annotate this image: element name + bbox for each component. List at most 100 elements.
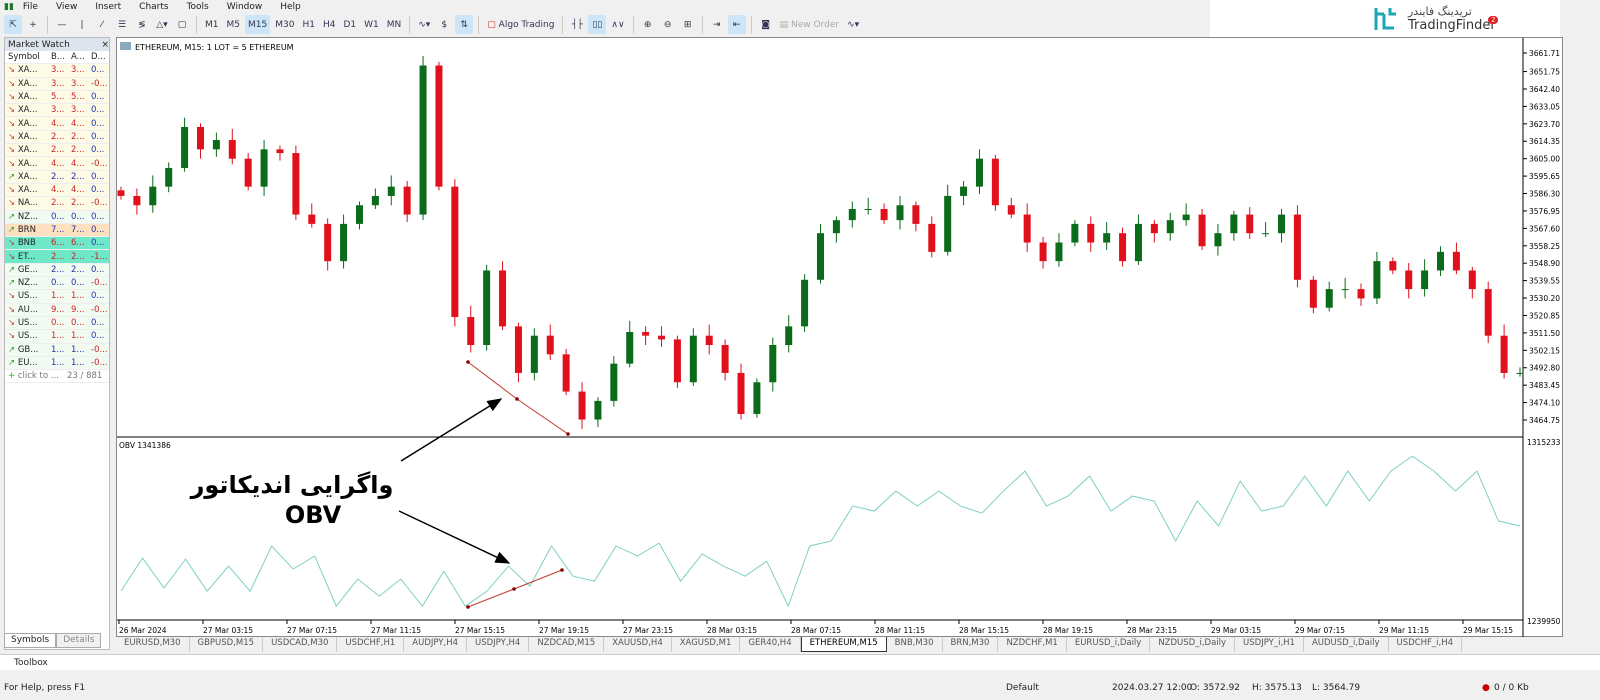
chart-tab[interactable]: AUDUSD_i,Daily — [1304, 637, 1389, 652]
separator — [409, 15, 411, 34]
market-watch-row[interactable]: ↘ US... 1... 1... 0... — [5, 330, 109, 344]
add-symbol-row[interactable]: + click to ... 23 / 881 — [5, 370, 109, 384]
menu-help[interactable]: Help — [280, 1, 301, 12]
crosshair-icon[interactable]: + — [29, 19, 37, 30]
timeframe-m5[interactable]: M5 — [226, 19, 241, 30]
col-symbol[interactable]: Symbol — [8, 52, 40, 63]
market-watch-row[interactable]: ↗ GE... 2... 2... 0... — [5, 263, 109, 278]
timeframe-m30[interactable]: M30 — [275, 19, 295, 30]
zoom-in-icon[interactable]: ⊕ — [643, 19, 652, 30]
market-watch-row[interactable]: ↗ EU... 1... 1... -0... — [5, 356, 109, 371]
close-icon[interactable]: × — [101, 39, 109, 50]
candle-body — [1198, 214, 1206, 247]
market-watch-row[interactable]: ↘ XA... 3... 3... -0... — [5, 77, 109, 91]
menu-charts[interactable]: Charts — [139, 1, 169, 12]
indicators-icon[interactable]: ∿▾ — [418, 19, 431, 30]
chart-tab[interactable]: EURUSD_i,Daily — [1067, 637, 1151, 652]
rectangle-icon[interactable]: ▢ — [177, 19, 187, 30]
autoscroll-icon[interactable]: ⇥ — [712, 19, 721, 30]
signals-icon[interactable]: ⇅ — [455, 15, 474, 34]
algo-trading-button[interactable]: ▢ Algo Trading — [484, 15, 557, 34]
chart-tab[interactable]: ETHEREUM,M15 — [800, 637, 887, 652]
market-watch-row[interactable]: ↘ XA... 2... 2... 0... — [5, 144, 109, 158]
timeframe-h1[interactable]: H1 — [302, 19, 315, 30]
new-order-button[interactable]: ▤ New Order — [777, 15, 842, 34]
daily-change: 0... — [91, 131, 105, 142]
hline-icon[interactable]: — — [57, 19, 67, 30]
timeframe-mn[interactable]: MN — [386, 19, 402, 30]
chart-tab[interactable]: USDJPY,H4 — [467, 637, 530, 652]
vline-icon[interactable]: | — [80, 19, 84, 30]
menu-tools[interactable]: Tools — [186, 1, 209, 12]
cursor-icon[interactable]: ⇱ — [4, 15, 22, 34]
candle-chart-icon[interactable]: ▯▯ — [588, 15, 607, 34]
menu-window[interactable]: Window — [226, 1, 263, 12]
tab-details[interactable]: Details — [56, 633, 102, 648]
chart-tab[interactable]: NZDCHF,M1 — [998, 637, 1067, 652]
chart-tab[interactable]: NZDUSD_i,Daily — [1150, 637, 1236, 652]
market-watch-row[interactable]: ↘ XA... 2... 2... 0... — [5, 130, 109, 145]
screenshot-icon[interactable]: ◙ — [761, 19, 770, 30]
status-high: H: 3575.13 — [1252, 683, 1302, 693]
chart-shift-icon[interactable]: ⇤ — [727, 15, 746, 34]
grid-icon[interactable]: ⊞ — [683, 19, 692, 30]
line-chart-icon[interactable]: ∧∨ — [611, 19, 625, 30]
market-watch-row[interactable]: ↘ XA... 3... 3... 0... — [5, 64, 109, 78]
chart-tab[interactable]: XAUUSD,H4 — [604, 637, 672, 652]
channel-icon[interactable]: ☰ — [117, 19, 127, 30]
chart-tab[interactable]: BRN,M30 — [943, 637, 999, 652]
chart-tab[interactable]: USDCHF_i,H4 — [1389, 637, 1463, 652]
toolbox-bar[interactable]: Toolbox — [0, 654, 1600, 670]
market-watch-row[interactable]: ↘ US... 1... 1... 0... — [5, 290, 109, 304]
chart-tab[interactable]: XAGUSD,M1 — [672, 637, 741, 652]
market-watch-row[interactable]: ↘ XA... 3... 3... 0... — [5, 104, 109, 118]
market-watch-row[interactable]: ↘ ET... 2... 2... -1... — [5, 250, 109, 264]
price-tick: 3539.55 — [1529, 277, 1560, 286]
chart-tab[interactable]: EURUSD,M30 — [116, 637, 190, 652]
chart-window[interactable]: ETHEREUM, M15: 1 LOT = 5 ETHEREUM OBV 13… — [116, 37, 1564, 638]
market-watch-row[interactable]: ↘ BNB 6... 6... 0... — [5, 237, 109, 251]
chart-tab[interactable]: USDCAD,M30 — [263, 637, 338, 652]
timeframe-h4[interactable]: H4 — [322, 19, 336, 30]
market-watch-row[interactable]: ↗ BRN 7... 7... 0... — [5, 223, 109, 238]
dollar-icon[interactable]: $ — [441, 19, 448, 30]
timeframe-d1[interactable]: D1 — [343, 19, 357, 30]
notification-badge[interactable]: 2 — [1488, 16, 1499, 24]
menu-view[interactable]: View — [55, 1, 78, 12]
strategy-icon[interactable]: ∿▾ — [847, 19, 860, 30]
timeframe-w1[interactable]: W1 — [364, 19, 379, 30]
bar-chart-icon[interactable]: ┤├ — [572, 19, 583, 30]
col-bid[interactable]: B... — [51, 52, 65, 63]
chart-tab[interactable]: BNB,M30 — [887, 637, 943, 652]
market-watch-row[interactable]: ↘ AU... 9... 9... -0... — [5, 303, 109, 317]
tab-symbols[interactable]: Symbols — [4, 633, 57, 648]
market-watch-row[interactable]: ↘ XA... 4... 4... 0... — [5, 117, 109, 131]
menu-insert[interactable]: Insert — [95, 1, 122, 12]
chart-tab[interactable]: USDJPY_i,H1 — [1235, 637, 1304, 652]
market-watch-row[interactable]: ↘ NA... 2... 2... -0... — [5, 197, 109, 211]
chart-tab[interactable]: USDCHF,H1 — [337, 637, 405, 652]
zoom-out-icon[interactable]: ⊖ — [663, 19, 672, 30]
market-watch-row[interactable]: ↗ NZ... 0... 0... -0... — [5, 277, 109, 291]
price-chart[interactable]: ETHEREUM, M15: 1 LOT = 5 ETHEREUM OBV 13… — [117, 38, 1564, 638]
market-watch-row[interactable]: ↘ XA... 4... 4... -0... — [5, 157, 109, 171]
col-ask[interactable]: A... — [71, 52, 85, 63]
col-daily[interactable]: D... — [91, 52, 106, 63]
symbol: ET... — [17, 251, 36, 262]
market-watch-row[interactable]: ↗ GB... 1... 1... -0... — [5, 343, 109, 357]
market-watch-row[interactable]: ↘ XA... 4... 4... 0... — [5, 183, 109, 198]
market-watch-row[interactable]: ↘ XA... 5... 5... 0... — [5, 90, 109, 105]
timeframe-m15[interactable]: M15 — [245, 15, 271, 34]
timeframe-m1[interactable]: M1 — [205, 19, 219, 30]
shapes-icon[interactable]: △▾ — [156, 19, 168, 30]
fibo-icon[interactable]: ≶ — [138, 19, 146, 30]
chart-tab[interactable]: AUDJPY,H4 — [404, 637, 468, 652]
chart-tab[interactable]: GBPUSD,M15 — [190, 637, 264, 652]
market-watch-row[interactable]: ↗ NZ... 0... 0... 0... — [5, 210, 109, 224]
market-watch-row[interactable]: ↘ US... 0... 0... 0... — [5, 316, 109, 331]
chart-tab[interactable]: NZDCAD,M15 — [529, 637, 605, 652]
market-watch-row[interactable]: ↗ XA... 2... 2... 0... — [5, 170, 109, 184]
chart-tab[interactable]: GER40,H4 — [740, 637, 801, 652]
menu-file[interactable]: File — [22, 1, 38, 12]
trendline-icon[interactable]: ⁄ — [101, 19, 103, 30]
